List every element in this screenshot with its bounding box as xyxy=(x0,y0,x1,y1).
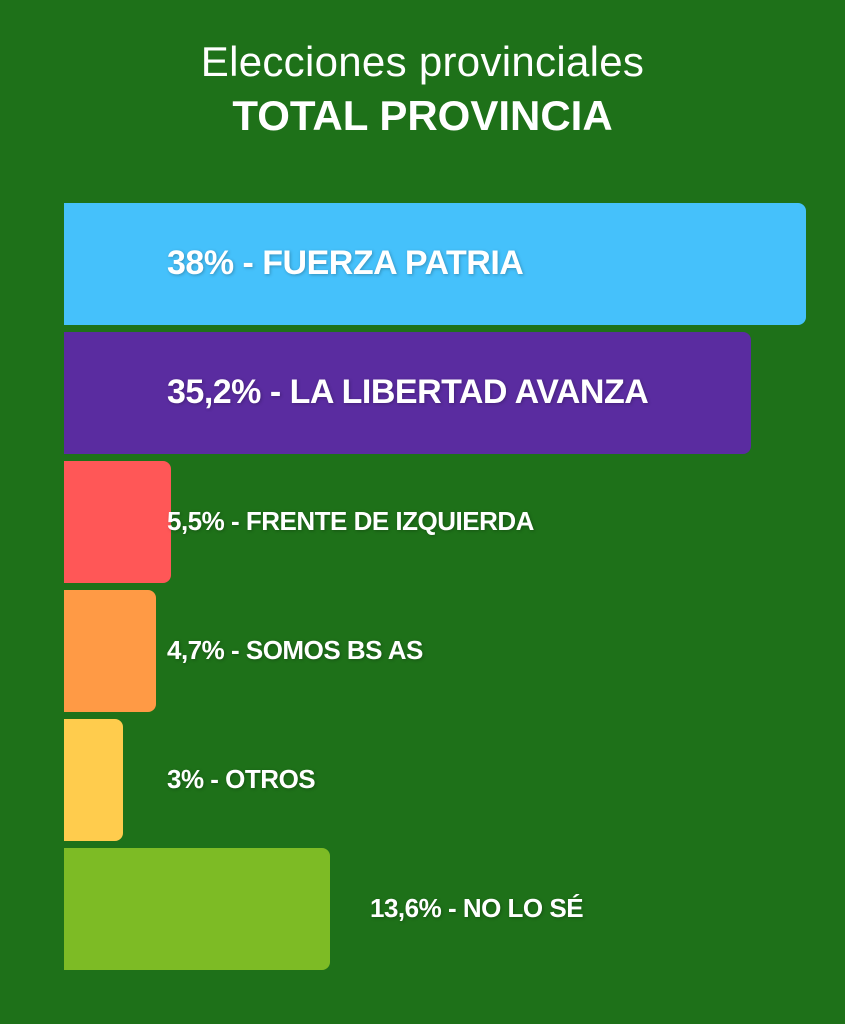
bar-no-lo-s xyxy=(64,848,330,970)
bar-label: 3% - OTROS xyxy=(167,763,316,794)
bar-somos-bs-as xyxy=(64,590,156,712)
bar-label: 4,7% - SOMOS BS AS xyxy=(167,634,423,665)
bar-label: 38% - FUERZA PATRIA xyxy=(167,243,524,282)
chart-subtitle: TOTAL PROVINCIA xyxy=(232,92,613,139)
bar-label: 5,5% - FRENTE DE IZQUIERDA xyxy=(167,505,534,536)
bar-la-libertad-avanza xyxy=(64,332,751,454)
bar-otros xyxy=(64,719,123,841)
bar-label: 13,6% - NO LO SÉ xyxy=(370,892,584,923)
bar-label: 35,2% - LA LIBERTAD AVANZA xyxy=(167,372,649,411)
chart-title: Elecciones provinciales xyxy=(200,38,645,85)
bar-fuerza-patria xyxy=(64,203,806,325)
chart-title-block: Elecciones provinciales TOTAL PROVINCIA xyxy=(0,34,845,142)
bar-frente-de-izquierda xyxy=(64,461,171,583)
